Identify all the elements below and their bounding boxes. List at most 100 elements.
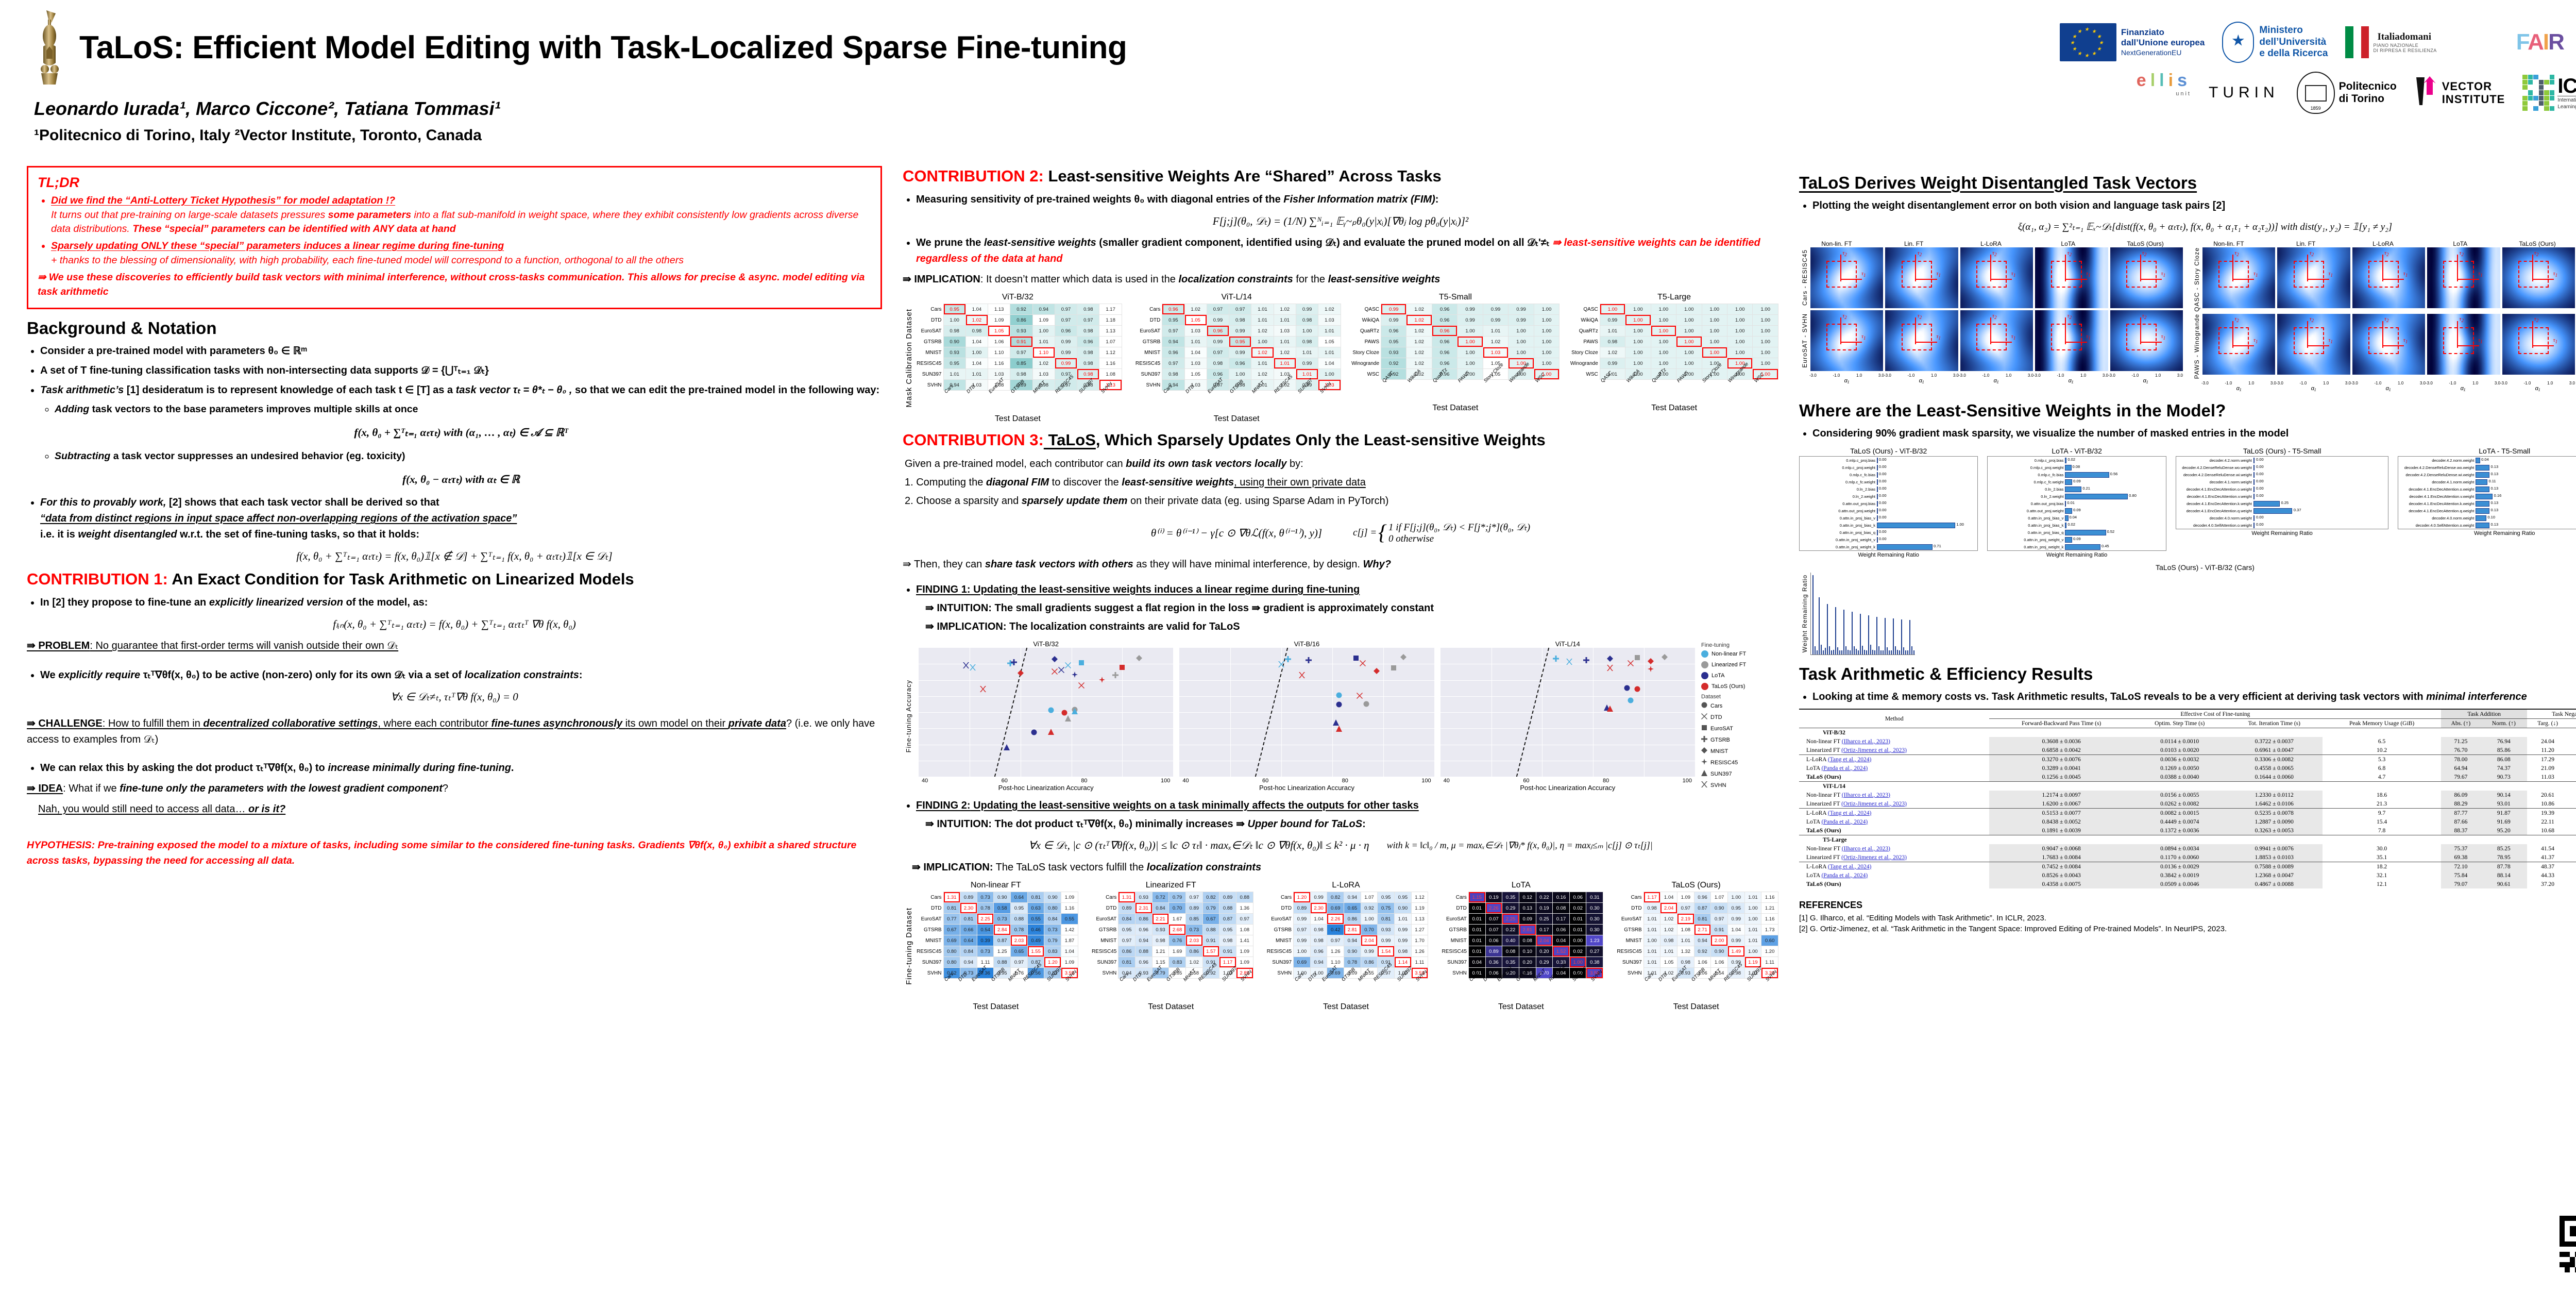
- wde-xlabel: α₁: [2033, 378, 2108, 384]
- mask-matrix-cell: 1.03: [1318, 315, 1341, 326]
- iclr-dot: [2550, 80, 2555, 85]
- affiliation-list: ¹Politecnico di Torino, Italy ²Vector In…: [34, 127, 1829, 144]
- mask-matrix-cell: 0.96: [1229, 358, 1251, 369]
- table-cell: 5.3: [2323, 755, 2441, 764]
- mask-matrix-cell: 1.01: [1032, 337, 1055, 347]
- masked-bar-row: decoder.4.1.EncDecAttention.k.weight 0.13: [2398, 500, 2576, 507]
- col3-bullet-2: Considering 90% gradient mask sparsity, …: [1812, 426, 2576, 442]
- masked-bar-value: 0.10: [2487, 515, 2495, 519]
- wrr-bar: [1854, 646, 1855, 655]
- mask-matrix-row-label: EuroSAT: [1132, 326, 1162, 337]
- mask-matrix-cell: 1.10: [1032, 347, 1055, 358]
- iclr-dot: [2533, 80, 2538, 85]
- wrr-bar: [1862, 646, 1863, 655]
- wde-xtick: 1.0: [2248, 381, 2254, 385]
- mask-matrix-cell: 1.02: [1483, 337, 1508, 347]
- interference-cell: 0.97: [1327, 935, 1344, 946]
- wde-xlabel: α₁: [2201, 385, 2276, 392]
- mask-matrix-panel: ViT-B/32 Cars 0.95 1.04 1.13 0.92 0.94 0.97 0.98…: [913, 293, 1122, 424]
- wde-xtick: -1.0: [2524, 381, 2531, 385]
- masked-bar-row: decoder.4.2.norm.weight 0.04: [2398, 457, 2576, 464]
- contribution-1-title: CONTRIBUTION 1: An Exact Condition for T…: [27, 570, 882, 589]
- mask-matrix-xlabel: Test Dataset: [1351, 404, 1560, 413]
- masked-bar-label: 0.attn.in_proj_bias_q: [1800, 530, 1877, 535]
- masked-bar-xlabel: Weight Remaining Ratio: [2398, 530, 2576, 536]
- mask-matrix-cell: 1.00: [1458, 326, 1483, 337]
- masked-bar-fill: [1877, 465, 1878, 471]
- masked-bar-value: 0.00: [1879, 536, 1887, 541]
- table-cell: 0.1269 ± 0.0050: [2133, 764, 2226, 773]
- wde-dashed-box: [2443, 261, 2473, 288]
- mask-matrix-cell: 1.09: [988, 315, 1010, 326]
- interference-matrix-table: Cars 1.20 0.99 0.82 0.94 1.07 0.95 0.95 1.12 DTD 0…: [1264, 892, 1429, 979]
- finding2-intuition: ⇛ INTUITION: The dot product τₜᵀ∇θf(x, θ…: [925, 816, 1778, 832]
- interference-cell: 1.01: [1744, 935, 1761, 946]
- mask-matrix-cell: 0.99: [1509, 315, 1534, 326]
- table-row: MNIST 0.96 1.04 0.97 0.99 1.02 1.02 1.01 1.01: [1132, 347, 1341, 358]
- legend-item-dataset: EuroSAT: [1701, 725, 1778, 732]
- wde-tau1-label: τ1: [2403, 337, 2408, 344]
- interference-cell: 0.22: [1502, 925, 1519, 935]
- scatter-xtick: 60: [1262, 778, 1268, 784]
- tldr-bullet-2-head: Sparsely updating ONLY these “special” p…: [51, 240, 504, 251]
- table-row: TaLoS (Ours) 0.1256 ± 0.0045 0.0388 ± 0.0…: [1799, 773, 2576, 782]
- mask-matrix-row-label: SVHN: [1132, 380, 1162, 391]
- mask-matrix-cell: 1.00: [1229, 369, 1251, 380]
- table-cell: 91.69: [2480, 817, 2527, 826]
- contrib2-bullet-1: Measuring sensitivity of pre-trained wei…: [916, 192, 1778, 208]
- interference-cell: 0.65: [1344, 903, 1361, 914]
- masked-bar-row: decoder.4.2.DenseReluDense.wo.weight 0.13: [2398, 464, 2576, 471]
- wde-xtick: -3.0: [2033, 373, 2041, 378]
- background-bullets: Consider a pre-trained model with parame…: [27, 343, 882, 543]
- f2-imp-label: ⇛ IMPLICATION:: [912, 862, 993, 873]
- qr-module: [2565, 1216, 2570, 1221]
- c1-challenge-b: , where each contributor: [378, 718, 491, 729]
- table-cell: 0.0509 ± 0.0046: [2133, 880, 2226, 888]
- qr-code[interactable]: [2560, 1216, 2576, 1278]
- mask-matrix-row-label: QuaRTz: [1570, 326, 1600, 337]
- tldr-conclusion: ⇛ We use these discoveries to efficientl…: [38, 271, 871, 299]
- legend-item-dataset: DTD: [1701, 713, 1778, 721]
- interference-cell: 0.73: [1185, 925, 1202, 935]
- iclr-dot: [2533, 96, 2538, 100]
- mask-matrix-row-label: MNIST: [1132, 347, 1162, 358]
- mask-matrix-cell: 0.95: [943, 358, 965, 369]
- interference-cell: 1.11: [1761, 957, 1778, 968]
- interference-cell: 0.83: [1169, 957, 1186, 968]
- masked-bar-label: 0.mlp.c_proj.bias: [1800, 458, 1877, 463]
- masked-bar-label: decoder.4.1.EncDecAttention.v.weight: [2398, 494, 2476, 499]
- table-cell: 45.51: [2568, 862, 2576, 871]
- mask-matrix-cell: 0.97: [1010, 347, 1032, 358]
- wde-pair-label: Cars - RESISC45: [1799, 249, 1808, 306]
- legend-label: EuroSAT: [1710, 726, 1733, 732]
- iclr-dot: [2539, 106, 2544, 111]
- wde-xtick: -3.0: [2426, 381, 2433, 385]
- background-b4-tail-bold: weight disentangled: [78, 529, 177, 540]
- background-b4-tail-b: w.r.t. the set of fine-tuning tasks, so …: [177, 529, 419, 540]
- eu-logo-line2: dall’Unione europea: [2121, 38, 2205, 48]
- scatter-point: [1701, 759, 1707, 766]
- interference-cell: 2.25: [977, 914, 994, 925]
- iclr-dot: [2544, 96, 2549, 100]
- table-cell: 0.3289 ± 0.0041: [1989, 764, 2133, 773]
- c3-s2-a: 2. Choose a sparsity and: [905, 495, 1022, 507]
- interference-cell: 0.02: [1569, 903, 1586, 914]
- interference-cell: 1.32: [1677, 946, 1694, 957]
- interference-row-label: DTD: [1438, 903, 1468, 914]
- wde-tau2-label: τ2: [2142, 313, 2147, 320]
- table-cell: 86.09: [2441, 791, 2480, 799]
- wde-axis-h: [1990, 342, 2012, 343]
- c3-share-bold2: Why?: [1363, 559, 1391, 570]
- f2-int-bold: Upper bound for TaLoS: [1248, 818, 1363, 830]
- mask-matrix-cell: 0.99: [1296, 358, 1318, 369]
- interference-cell: 1.57: [1202, 946, 1219, 957]
- italiadomani-line1: Italiadomani: [2377, 31, 2436, 43]
- wrr-bar: [1835, 607, 1836, 655]
- contribution-2-heading: Least-sensitive Weights Are “Shared” Acr…: [1044, 167, 1442, 185]
- mask-matrix-row-label: GTSRB: [1132, 337, 1162, 347]
- interference-cell: 0.99: [1727, 935, 1744, 946]
- masked-bar-label: decoder.4.2.DenseReluDense.wo.weight: [2398, 465, 2476, 470]
- interference-row-label: MNIST: [1614, 935, 1643, 946]
- contrib2-equation-fim: F[j;j](θ₀, 𝒟ₜ) = (1/N) ∑ᴺᵢ₌₁ 𝔼ᵧ~ₚθ₀(y|xᵢ…: [903, 215, 1778, 228]
- wrr-bar: [1868, 615, 1869, 655]
